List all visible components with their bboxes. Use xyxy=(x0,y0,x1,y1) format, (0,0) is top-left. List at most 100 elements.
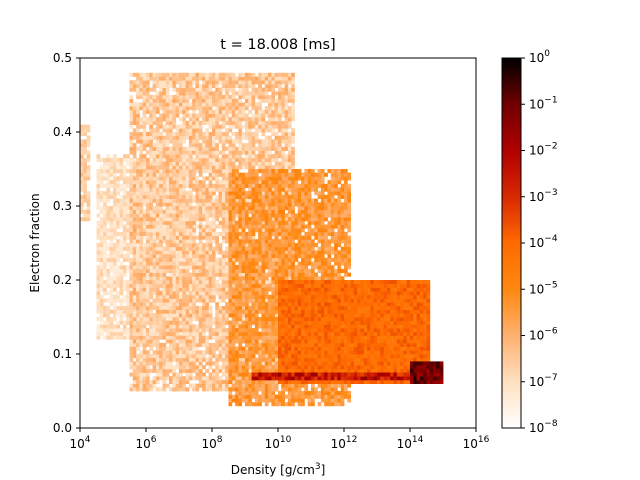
heatmap-cell xyxy=(195,102,200,107)
heatmap-cell xyxy=(248,102,252,107)
heatmap-cell xyxy=(245,346,249,351)
heatmap-cell xyxy=(106,331,111,336)
heatmap-cell xyxy=(136,320,140,325)
heatmap-cell xyxy=(162,346,167,351)
heatmap-cell xyxy=(195,361,200,366)
heatmap-cell xyxy=(169,117,173,122)
heatmap-cell xyxy=(231,98,236,103)
heatmap-cell xyxy=(146,235,150,240)
heatmap-cell xyxy=(155,261,160,266)
heatmap-cell xyxy=(212,120,216,125)
heatmap-cell xyxy=(215,206,219,211)
heatmap-cell xyxy=(202,354,206,359)
heatmap-cell xyxy=(152,183,157,188)
heatmap-cell xyxy=(155,183,160,188)
heatmap-cell xyxy=(185,113,190,118)
heatmap-cell xyxy=(159,335,163,340)
heatmap-cell xyxy=(109,294,114,299)
heatmap-cell xyxy=(225,246,229,251)
heatmap-cell xyxy=(119,331,124,336)
heatmap-cell xyxy=(152,365,157,370)
heatmap-cell xyxy=(175,143,180,148)
heatmap-cell xyxy=(218,150,223,155)
heatmap-cell xyxy=(198,254,203,259)
heatmap-cell xyxy=(113,172,117,177)
heatmap-cell xyxy=(179,309,183,314)
heatmap-cell xyxy=(245,117,249,122)
heatmap-cell xyxy=(188,91,193,96)
heatmap-cell xyxy=(129,243,134,248)
heatmap-cell xyxy=(172,76,177,81)
heatmap-cell xyxy=(202,228,206,233)
heatmap-cell xyxy=(261,361,266,366)
heatmap-cell xyxy=(96,231,101,236)
heatmap-cell xyxy=(281,109,285,114)
heatmap-cell xyxy=(126,313,130,318)
heatmap-cell xyxy=(132,372,137,377)
heatmap-cell xyxy=(212,213,216,218)
heatmap-cell xyxy=(119,261,124,266)
heatmap-cell xyxy=(198,350,203,355)
heatmap-cell xyxy=(208,268,213,273)
heatmap-cell xyxy=(248,120,252,125)
heatmap-cell xyxy=(172,287,177,292)
heatmap-cell xyxy=(106,198,111,203)
heatmap-cell xyxy=(208,87,213,92)
heatmap-cell xyxy=(202,243,206,248)
heatmap-cell xyxy=(116,180,120,185)
heatmap-cell xyxy=(185,72,190,77)
heatmap-cell xyxy=(162,165,167,170)
heatmap-cell xyxy=(142,287,147,292)
heatmap-cell xyxy=(113,272,117,277)
heatmap-cell xyxy=(212,317,216,322)
heatmap-cell xyxy=(129,132,134,137)
heatmap-cell xyxy=(149,305,153,310)
heatmap-cell xyxy=(261,146,266,151)
heatmap-cell xyxy=(152,132,157,137)
heatmap-cell xyxy=(218,206,223,211)
heatmap-cell xyxy=(113,180,117,185)
heatmap-cell xyxy=(116,161,120,166)
heatmap-cell xyxy=(146,217,150,222)
heatmap-cell xyxy=(136,287,140,292)
heatmap-cell xyxy=(155,372,160,377)
heatmap-cell xyxy=(198,257,203,262)
heatmap-cell xyxy=(198,309,203,314)
heatmap-cell xyxy=(139,76,144,81)
heatmap-cell xyxy=(195,154,200,159)
heatmap-cell xyxy=(116,206,120,211)
heatmap-cell xyxy=(205,206,210,211)
heatmap-cell xyxy=(205,95,210,100)
heatmap-cell xyxy=(155,124,160,129)
heatmap-cell xyxy=(248,246,252,251)
heatmap-cell xyxy=(122,172,127,177)
heatmap-cell xyxy=(155,335,160,340)
heatmap-cell xyxy=(215,80,219,85)
heatmap-cell xyxy=(205,272,210,277)
heatmap-cell xyxy=(155,146,160,151)
heatmap-cell xyxy=(165,328,170,333)
heatmap-cell xyxy=(185,287,190,292)
heatmap-cell xyxy=(225,372,229,377)
heatmap-cell xyxy=(113,202,117,207)
heatmap-cell xyxy=(248,368,252,373)
heatmap-cell xyxy=(271,143,276,148)
heatmap-cell xyxy=(122,235,127,240)
heatmap-cell xyxy=(281,128,285,133)
heatmap-cell xyxy=(132,331,137,336)
heatmap-cell xyxy=(185,246,190,251)
heatmap-cell xyxy=(136,209,140,214)
heatmap-cell xyxy=(142,328,147,333)
heatmap-cell xyxy=(162,317,167,322)
heatmap-cell xyxy=(218,350,223,355)
heatmap-cell xyxy=(142,224,147,229)
heatmap-cell xyxy=(119,165,124,170)
heatmap-cell xyxy=(251,143,256,148)
heatmap-cell xyxy=(132,354,137,359)
heatmap-cell xyxy=(218,346,223,351)
heatmap-cell xyxy=(195,313,200,318)
heatmap-cell xyxy=(169,120,173,125)
heatmap-cell xyxy=(86,172,91,177)
heatmap-cell xyxy=(202,261,206,266)
heatmap-cell xyxy=(172,172,177,177)
